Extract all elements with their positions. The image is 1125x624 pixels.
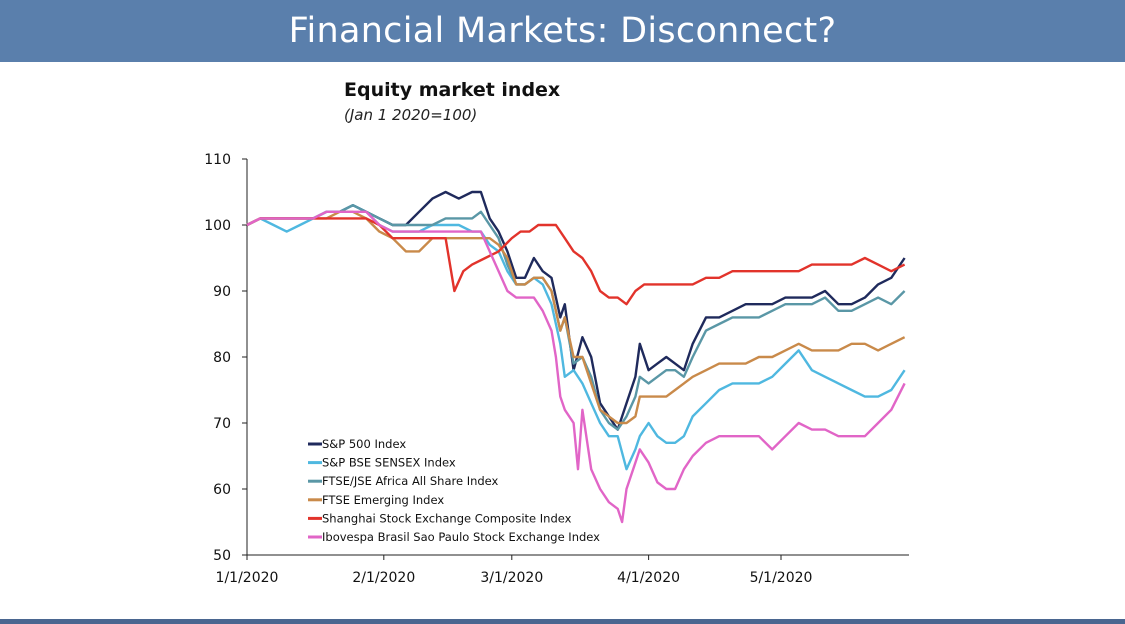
y-tick-label: 90 [213, 284, 231, 300]
y-tick-label: 110 [204, 152, 231, 168]
series-line-5 [246, 210, 906, 524]
series-line-3 [246, 210, 906, 425]
chart-series-lines [246, 190, 906, 524]
x-tick-label: 1/1/2020 [216, 570, 279, 586]
legend-label: FTSE Emerging Index [322, 493, 444, 507]
legend-label: S&P BSE SENSEX Index [322, 456, 456, 470]
chart-title: Equity market index [344, 79, 561, 101]
x-tick-label: 2/1/2020 [352, 570, 415, 586]
slide-title-banner: Financial Markets: Disconnect? [0, 0, 1125, 62]
series-line-2 [246, 204, 906, 431]
y-tick-label: 60 [213, 482, 231, 498]
y-tick-label: 80 [213, 350, 231, 366]
chart-legend: S&P 500 Index S&P BSE SENSEX Index FTSE/JS… [308, 437, 600, 544]
series-line-1 [246, 204, 906, 471]
chart-axes: 50 60 70 80 90 100 110 1/1/2020 2/1/2020 3/1/2020… [204, 152, 909, 586]
series-line-0 [246, 190, 906, 431]
legend-label: FTSE/JSE Africa All Share Index [322, 474, 499, 488]
x-tick-label: 5/1/2020 [750, 570, 813, 586]
x-tick-label: 3/1/2020 [480, 570, 543, 586]
chart-subtitle: (Jan 1 2020=100) [344, 106, 478, 124]
legend-label: Shanghai Stock Exchange Composite Index [322, 511, 572, 525]
series-line-4 [246, 217, 906, 306]
slide-bottom-bar [0, 619, 1125, 624]
slide-title: Financial Markets: Disconnect? [288, 11, 837, 51]
y-tick-label: 70 [213, 416, 231, 432]
legend-label: Ibovespa Brasil Sao Paulo Stock Exchange… [322, 530, 600, 544]
legend-label: S&P 500 Index [322, 437, 406, 451]
y-tick-label: 100 [204, 218, 231, 234]
y-tick-label: 50 [213, 548, 231, 564]
x-tick-label: 4/1/2020 [617, 570, 680, 586]
